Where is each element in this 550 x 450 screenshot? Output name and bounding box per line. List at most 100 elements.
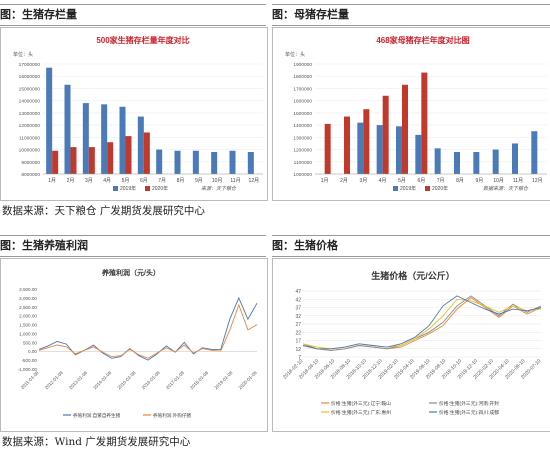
bar-2020年: [143, 132, 150, 174]
x-tick-label: 2月: [67, 178, 75, 184]
series-line-2: [302, 295, 542, 351]
bar-2019年: [119, 106, 126, 174]
y-tick-label: 16000000: [19, 74, 41, 80]
x-tick-label: 2020-01-08: [238, 370, 258, 390]
x-tick-label: 2013-01-08: [68, 370, 88, 390]
y-tick-label: 11000000: [19, 135, 40, 141]
y-tick-label: -500.00: [21, 358, 37, 363]
y-tick-label: 1,500.00: [19, 323, 37, 328]
header-sow-inventory: 图：母猪存栏量: [272, 4, 550, 26]
x-tick-label: 5月: [122, 178, 130, 184]
x-tick-label: 2014-01-08: [92, 370, 112, 390]
x-tick-label: 10月: [493, 178, 504, 184]
bar-2020年: [363, 109, 370, 174]
bar-2019年: [137, 116, 144, 174]
legend-label: 价格:生猪(外三元):辽宁:鞍山: [331, 400, 391, 407]
bar-2019年: [211, 152, 218, 174]
y-tick-label: 2,000.00: [19, 314, 37, 319]
x-tick-label: 9月: [475, 178, 483, 184]
y-tick-label: 15000000: [19, 86, 41, 92]
y-tick-label: 500.00: [23, 340, 37, 345]
source-annotation: 来源：天下粮仓: [201, 185, 237, 192]
y-tick-label: 1600000: [293, 99, 312, 105]
x-tick-label: 1月: [48, 178, 56, 184]
x-tick-label: 2011-01-08: [20, 370, 40, 390]
y-tick-label: 2,500.00: [19, 305, 37, 310]
bar-2019年: [531, 131, 538, 174]
y-tick-label: 22: [295, 330, 301, 336]
bar-2019年: [247, 152, 254, 174]
chart-title: 468家母猪存栏年度对比图: [376, 35, 469, 45]
chart-hog-inventory: 单位：头 500家生猪存栏量年度对比 17000000 16000000 1500000…: [13, 35, 263, 192]
chart-sow-inventory: 单位：头 468家母猪存栏年度对比图 1900000 1800000 1700000 16…: [285, 35, 547, 192]
bar-2020年: [382, 95, 389, 174]
panel-hog-inventory: 单位：头 500家生猪存栏量年度对比 17000000 16000000 1500000…: [0, 27, 268, 201]
legend-swatch: [145, 186, 150, 191]
bar-2019年: [473, 152, 480, 174]
bar-2019年: [512, 143, 518, 174]
y-tick-label: 14000000: [19, 99, 41, 105]
y-tick-label: 1200000: [293, 148, 312, 154]
y-tick-label: 17: [295, 339, 301, 345]
x-tick-label: 7月: [437, 178, 445, 184]
chart-title: 500家生猪存栏量年度对比: [96, 35, 189, 45]
x-tick-label: 12月: [532, 178, 543, 184]
y-tick-label: 27: [295, 322, 301, 328]
x-tick-label: 7月: [158, 178, 166, 184]
bar-2020年: [421, 72, 428, 174]
chart-hog-price: 生猪价格（元/公斤）474237322722171272018-02-10201…: [282, 270, 542, 416]
bar-2019年: [229, 150, 236, 174]
y-tick-label: 3,000.00: [19, 296, 37, 301]
y-tick-label: 1100000: [294, 160, 313, 166]
x-tick-label: 12月: [249, 178, 260, 184]
x-tick-label: 8月: [456, 178, 464, 184]
bar-2019年: [396, 126, 402, 174]
legend-label: 养殖利润:外购仔猪: [153, 412, 191, 419]
bar-2019年: [376, 125, 383, 174]
x-tick-label: 4月: [103, 178, 111, 184]
y-tick-label: 1900000: [293, 62, 312, 68]
bar-2020年: [344, 116, 350, 174]
y-unit-label: 单位：头: [285, 51, 305, 58]
panel-hog-profit: 养殖利润（元/头） 3,500.00 3,000.00 2,500.00 2,000.0…: [0, 258, 268, 432]
bar-2019年: [434, 148, 441, 174]
header-hog-inventory: 图：生猪存栏量: [0, 4, 266, 26]
y-tick-label: 0.00: [28, 349, 37, 354]
y-tick-label: 10000000: [19, 148, 41, 154]
y-tick-label: 1700000: [293, 86, 312, 92]
y-tick-label: 1000000: [293, 172, 312, 178]
legend-label: 2020年: [432, 185, 448, 192]
y-tick-label: 8000000: [21, 172, 40, 178]
y-tick-label: 1800000: [293, 74, 312, 80]
x-tick-label: 6月: [140, 178, 148, 184]
bar-2019年: [156, 149, 163, 174]
header-hog-price: 图：生猪价格: [272, 235, 550, 257]
y-tick-label: 1500000: [293, 111, 312, 117]
x-tick-label: 1月: [321, 178, 329, 184]
y-tick-label: 12: [295, 347, 301, 353]
bar-2019年: [82, 103, 89, 174]
bar-2020年: [88, 147, 95, 174]
chart-title: 养殖利润（元/头）: [101, 268, 160, 277]
x-tick-label: 2019-01-08: [213, 370, 233, 390]
legend-label: 养殖利润:自繁自养生猪: [73, 412, 121, 419]
source-annotation: 数据来源：天下粮仓: [483, 185, 529, 192]
legend-label: 2019年: [400, 185, 416, 192]
y-tick-label: 47: [295, 289, 301, 295]
chart-title: 生猪价格（元/公斤）: [371, 270, 455, 281]
x-tick-label: 5月: [398, 178, 406, 184]
y-tick-label: 7: [298, 355, 301, 361]
x-tick-label: 2018-01-08: [189, 370, 209, 390]
panel-sow-inventory: 单位：头 468家母猪存栏年度对比图 1900000 1800000 1700000 16…: [272, 27, 550, 201]
bar-2019年: [492, 149, 499, 174]
x-tick-label: 11月: [513, 178, 523, 184]
bar-2019年: [454, 152, 460, 174]
legend-label: 2019年: [120, 185, 136, 192]
x-tick-label: 6月: [417, 178, 425, 184]
x-tick-label: 8月: [177, 178, 185, 184]
x-tick-label: 4月: [379, 178, 387, 184]
y-tick-label: -1,000.00: [18, 367, 38, 372]
x-tick-label: 2012-01-08: [44, 370, 64, 390]
source-note-bottom: 数据来源：Wind 广发期货发展研究中心: [2, 436, 191, 448]
series-line-4: [302, 295, 542, 350]
